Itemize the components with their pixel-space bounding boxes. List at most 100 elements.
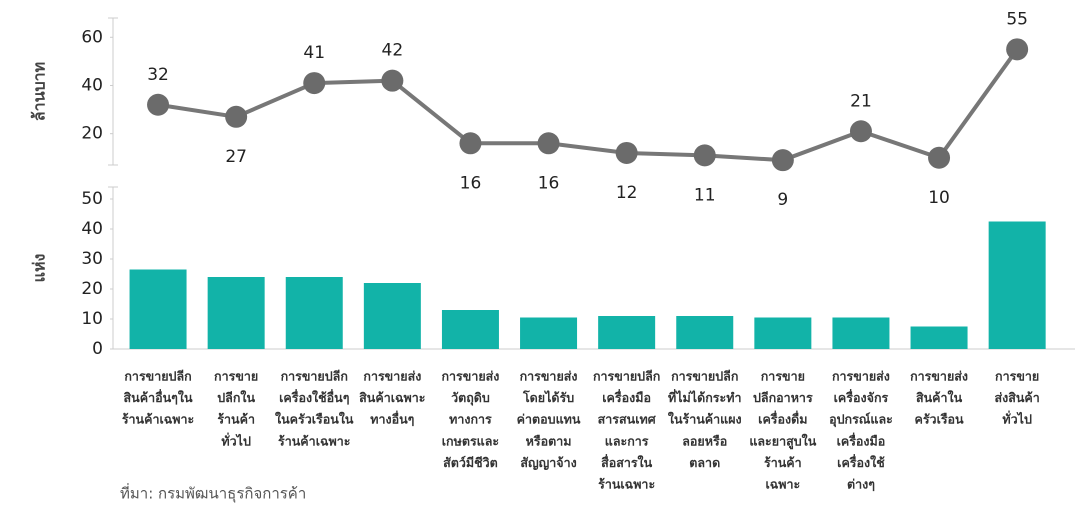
x-tick-label: ครัวเรือน — [914, 412, 964, 427]
x-tick-label: การขายปลีก — [671, 369, 738, 384]
value-label: 27 — [225, 147, 247, 167]
marker — [771, 149, 794, 172]
marker — [615, 141, 638, 164]
x-tick-label: เครื่องมือ — [602, 389, 651, 405]
source-note: ที่มา: กรมพัฒนาธุรกิจการค้า — [120, 483, 306, 504]
y-tick-label: 0 — [92, 339, 103, 359]
value-label: 42 — [382, 41, 404, 61]
x-tick-label: การขายส่ง — [910, 369, 968, 384]
x-tick-label: การขาย — [761, 369, 805, 384]
x-tick-label: ในครัวเรือนใน — [275, 412, 354, 427]
bar — [285, 277, 343, 349]
x-tick-label: สารสนเทศ — [598, 412, 657, 427]
x-tick-label: โดยได้รับ — [522, 390, 574, 405]
y-tick-label: 20 — [81, 124, 103, 144]
x-tick-label: สินค้าอื่นๆใน — [123, 389, 193, 405]
value-label: 16 — [538, 173, 560, 193]
marker — [459, 132, 482, 155]
x-tick-label: ทางการ — [449, 412, 492, 427]
marker — [693, 144, 716, 167]
x-tick-label: ทั่วไป — [1002, 411, 1032, 427]
y-tick-label: 40 — [81, 75, 103, 95]
value-label: 12 — [616, 183, 638, 203]
x-tick-label: ต่างๆ — [847, 477, 875, 492]
x-tick-label: ทั่วไป — [221, 432, 251, 448]
x-tick-label: เครื่องดื่ม — [758, 411, 807, 427]
y-tick-label: 60 — [81, 27, 103, 47]
x-tick-label: หรือตาม — [526, 433, 572, 448]
x-tick-label: การขายส่ง — [832, 369, 890, 384]
y-tick-label: 40 — [81, 219, 103, 239]
x-tick-label: ร้านเฉพาะ — [598, 477, 655, 492]
bar — [676, 316, 734, 349]
x-tick-label: สัตว์มีชีวิต — [443, 455, 498, 470]
value-label: 21 — [850, 91, 872, 111]
y-tick-label: 10 — [81, 309, 103, 329]
x-tick-label: การขายส่ง — [520, 369, 578, 384]
x-tick-label: ลอยหรือ — [682, 433, 727, 448]
value-label: 55 — [1006, 9, 1028, 29]
bar — [988, 221, 1046, 349]
x-tick-label: ร้านค้า — [764, 455, 802, 470]
value-label: 11 — [694, 185, 716, 205]
x-tick-label: สื่อสารใน — [601, 454, 653, 470]
x-tick-label: การขายปลีก — [124, 369, 191, 384]
x-tick-label: เครื่องจักร — [834, 389, 889, 405]
x-tick-label: เกษตรและ — [442, 433, 499, 448]
bar — [207, 277, 265, 349]
y-tick-label: 30 — [81, 249, 103, 269]
marker — [1006, 38, 1029, 61]
value-label: 9 — [777, 190, 788, 210]
bar — [129, 269, 187, 349]
value-label: 10 — [928, 188, 950, 208]
x-tick-label: การขายส่ง — [363, 369, 421, 384]
x-tick-label: ค่าตอบแทน — [517, 412, 581, 427]
x-tick-label: สัญญาจ้าง — [520, 455, 576, 470]
x-tick-label: ร้านค้าเฉพาะ — [278, 433, 350, 448]
y-tick-label: 50 — [81, 189, 103, 209]
x-tick-label: การขายปลีก — [281, 369, 348, 384]
y-tick-label: 20 — [81, 279, 103, 299]
bar — [910, 326, 968, 349]
x-tick-label: ทางอื่นๆ — [370, 411, 414, 427]
x-tick-label: เฉพาะ — [765, 477, 800, 492]
value-label: 41 — [303, 43, 325, 63]
x-tick-label: ร้านค้า — [217, 412, 255, 427]
x-tick-label: สินค้าใน — [916, 390, 963, 405]
x-tick-label: ที่ไม่ได้กระทำ — [668, 389, 741, 405]
bar — [441, 310, 499, 349]
marker — [537, 132, 560, 155]
x-tick-label: ปลีกใน — [217, 390, 255, 405]
x-tick-label: การขาย — [995, 369, 1039, 384]
y-axis-label: แห่ง — [30, 254, 49, 283]
bar — [598, 316, 656, 349]
x-tick-label: ปลีกอาหาร — [753, 390, 813, 405]
x-tick-label: เครื่องมือ — [837, 432, 886, 448]
bar — [754, 317, 812, 349]
value-label: 16 — [460, 173, 482, 193]
marker — [147, 93, 170, 116]
data-line — [157, 48, 1019, 163]
x-tick-label: ในร้านค้าแผง — [668, 412, 742, 427]
bar — [363, 283, 421, 349]
marker — [928, 146, 951, 169]
y-axis-label: ล้านบาท — [30, 62, 49, 121]
marker — [849, 120, 872, 143]
marker — [381, 69, 404, 92]
bar — [520, 317, 578, 349]
marker — [303, 72, 326, 95]
x-tick-label: การขาย — [214, 369, 258, 384]
x-tick-label: สินค้าเฉพาะ — [359, 390, 426, 405]
x-tick-label: การขายปลีก — [593, 369, 660, 384]
value-label: 32 — [147, 65, 169, 85]
x-tick-label: และการ — [605, 433, 649, 448]
x-tick-label: ส่งสินค้า — [995, 390, 1040, 405]
x-tick-label: ร้านค้าเฉพาะ — [122, 412, 194, 427]
x-tick-label: การขายส่ง — [441, 369, 499, 384]
x-tick-label: และยาสูบใน — [749, 433, 816, 449]
x-tick-label: เครื่องใช้อื่นๆ — [279, 389, 350, 405]
bar — [832, 317, 890, 349]
marker — [225, 105, 248, 128]
x-tick-label: อุปกรณ์และ — [829, 412, 893, 428]
